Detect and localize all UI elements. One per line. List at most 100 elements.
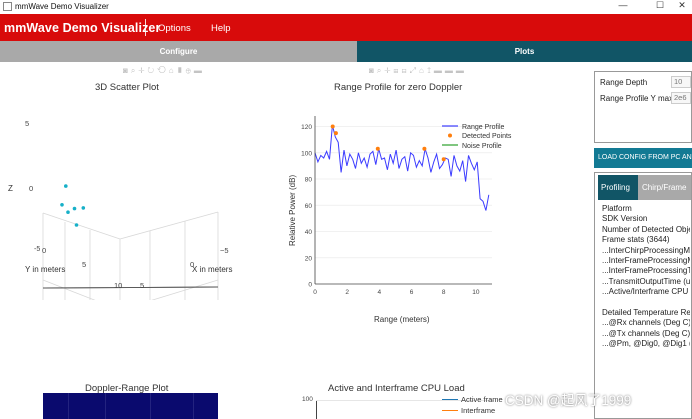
range-depth-label: Range Depth	[600, 78, 648, 87]
range-depth-input[interactable]: 10	[671, 76, 691, 88]
stats-line: Platform	[602, 204, 632, 213]
doppler-range-heatmap[interactable]	[43, 393, 218, 419]
cpu-y-axis	[316, 400, 317, 419]
app-menubar: mmWave Demo Visualizer Options Help	[0, 14, 692, 41]
reset-axes-icon[interactable]: ⌂	[419, 66, 427, 75]
reset-camera-icon[interactable]: ⌂	[168, 66, 177, 75]
autoscale-icon[interactable]: ⤢	[409, 66, 419, 75]
stats-line: ...@Tx channels (Deg C)	[602, 328, 690, 338]
scatter3d-points	[60, 184, 86, 227]
legend-detected-points[interactable]: Detected Points	[462, 133, 512, 140]
y-tick-0: 0	[42, 246, 47, 255]
orbit-icon[interactable]: ↻	[147, 66, 158, 75]
y-axis-label: Y in meters	[25, 265, 66, 274]
stats-line: ...TransmitOutputTime (us)	[602, 276, 690, 286]
x-tick-0: 0	[190, 260, 195, 269]
heatmap-cell-divider	[150, 393, 151, 419]
hover-compare-icon[interactable]: ▬	[444, 66, 456, 75]
stats-line: ...InterFrameProcessingTime	[602, 266, 690, 276]
detected-point	[441, 157, 446, 162]
range-ylabel: Relative Power (dB)	[288, 175, 297, 246]
plotly-logo-icon[interactable]: ▬	[193, 66, 205, 75]
pan-icon[interactable]: ✛	[138, 66, 148, 75]
range-y-tick-label: 0	[308, 282, 312, 289]
scatter3d-point	[64, 184, 68, 188]
scatter3d-x-axis	[42, 286, 219, 289]
turntable-icon[interactable]: ⟲	[157, 66, 169, 75]
range-profile-ymax-label: Range Profile Y max	[600, 94, 674, 103]
hover-closest-icon[interactable]: ▬	[433, 66, 445, 75]
plot-settings-box: Range Depth 10 Range Profile Y max 2e6	[594, 71, 692, 143]
stats-line: ...Active/Interframe CPU Load	[602, 287, 690, 297]
range-x-tick-label: 6	[410, 289, 414, 296]
range-profile-ymax-input[interactable]: 2e6	[671, 92, 691, 104]
csdn-watermark: CSDN @起风了1999	[505, 393, 632, 408]
range-x-tick-label: 4	[378, 289, 382, 296]
detected-point	[330, 124, 335, 129]
range-y-tick-label: 60	[305, 203, 313, 210]
close-icon[interactable]: ✕	[678, 0, 686, 10]
zoom-out-icon[interactable]: ⊟	[401, 66, 410, 75]
range-profile-line	[314, 125, 490, 211]
scatter3d-point	[60, 203, 64, 207]
range-profile-modebar[interactable]: ◙⌕✛⊞⊟⤢⌂↥▬▬▬	[369, 66, 467, 76]
range-xlabel: Range (meters)	[374, 315, 430, 324]
scatter3d-point	[66, 210, 70, 214]
maximize-icon[interactable]: ☐	[655, 0, 665, 10]
zoom-icon[interactable]: ⌕	[130, 66, 139, 75]
legend-noise-profile[interactable]: Noise Profile	[462, 143, 502, 150]
stats-line: SDK Version	[602, 214, 648, 224]
tab-plots[interactable]: Plots	[357, 41, 692, 62]
window-title: mmWave Demo Visualizer	[15, 2, 109, 11]
stats-line: Frame stats (3644)	[602, 235, 670, 245]
window-titlebar: mmWave Demo Visualizer — ☐ ✕	[0, 0, 692, 14]
y-tick-5: 5	[82, 260, 87, 269]
stats-list: Platform SDK Version Number of Detected Ob…	[602, 204, 690, 349]
cpu-load-title: Active and Interframe CPU Load	[328, 383, 465, 394]
legend-active-swatch	[442, 399, 458, 400]
spike-icon[interactable]: ⊕	[185, 66, 194, 75]
x-tick-5: 5	[140, 281, 145, 290]
z-axis-label: Z	[8, 184, 13, 193]
stats-tabs: Profiling Chirp/Frame	[598, 175, 691, 200]
tab-configure[interactable]: Configure	[0, 41, 357, 62]
range-x-tick-label: 10	[472, 289, 480, 296]
scatter-modebar[interactable]: ◙⌕✛↻⟲⌂▮⊕▬	[123, 66, 205, 76]
range-profile-plot[interactable]: 0 20 40 60 80 100 120 0 2 4 6 8 10 Relative Power (…	[286, 108, 516, 328]
plotly-logo-icon[interactable]: ▬	[455, 66, 467, 75]
z-tick-mid: 0	[29, 184, 34, 193]
range-y-tick-label: 80	[305, 177, 313, 184]
scatter3d-plot[interactable]	[0, 100, 280, 300]
range-legend: Range Profile Detected Points Noise Prof…	[442, 124, 512, 150]
minimize-icon[interactable]: —	[618, 0, 628, 10]
range-y-tick-label: 40	[305, 229, 313, 236]
z-tick-top: 5	[25, 119, 30, 128]
x-tick-neg5: −5	[220, 246, 229, 255]
spike-icon[interactable]: ↥	[426, 66, 434, 75]
tab-profiling[interactable]: Profiling	[598, 175, 638, 200]
legend-detected-swatch	[448, 133, 452, 138]
pan-icon[interactable]: ✛	[384, 66, 394, 75]
zoom-icon[interactable]: ⌕	[376, 66, 385, 75]
tab-chirp-frame[interactable]: Chirp/Frame	[638, 175, 691, 200]
stats-line: ...InterChirpProcessingMargin	[602, 245, 690, 255]
menu-help[interactable]: Help	[211, 23, 231, 34]
x-axis-label: X in meters	[192, 265, 233, 274]
detected-points	[330, 124, 446, 162]
stats-panel: Profiling Chirp/Frame Platform SDK Versio…	[594, 172, 692, 419]
cpu-y-tick-100: 100	[302, 396, 313, 403]
z-tick-bottom: -5	[34, 246, 41, 253]
load-config-button[interactable]: LOAD CONFIG FROM PC AND SEND	[594, 148, 692, 168]
zoom-in-icon[interactable]: ⊞	[393, 66, 402, 75]
range-y-tick-label: 100	[301, 150, 312, 157]
detected-point	[375, 146, 380, 151]
legend-range-profile[interactable]: Range Profile	[462, 124, 505, 131]
stats-line: ...@Pm, @Dig0, @Dig1 (Deg C)	[602, 339, 690, 349]
legend-interframe[interactable]: Interframe	[461, 406, 496, 415]
hover-icon[interactable]: ▮	[176, 66, 186, 75]
right-panel: Range Depth 10 Range Profile Y max 2e6 L…	[594, 62, 692, 419]
legend-active-frame[interactable]: Active frame	[461, 395, 503, 404]
camera-icon[interactable]: ◙	[123, 66, 131, 75]
menu-options[interactable]: Options	[158, 23, 191, 34]
camera-icon[interactable]: ◙	[369, 66, 377, 75]
